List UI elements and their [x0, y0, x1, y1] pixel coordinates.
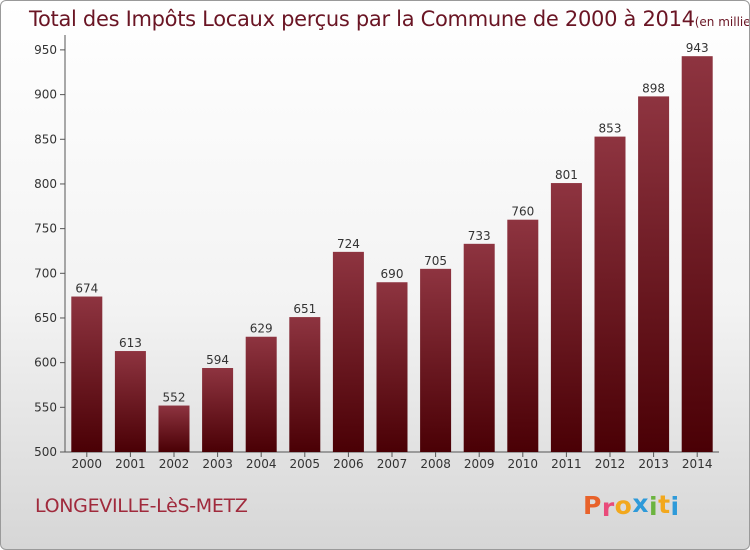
data-label-2005: 651: [293, 302, 316, 316]
chart-subtitle: (en milliers d'€): [694, 15, 750, 29]
data-label-2002: 552: [163, 391, 186, 405]
bar-2002: [158, 405, 190, 452]
chart-title: Total des Impôts Locaux perçus par la Co…: [29, 7, 750, 31]
x-tick-label: 2010: [508, 457, 539, 471]
x-tick-label: 2005: [290, 457, 321, 471]
y-tick-label: 500: [34, 445, 57, 459]
data-label-2012: 853: [599, 122, 622, 136]
data-label-2013: 898: [642, 81, 665, 95]
bar-2000: [71, 296, 103, 452]
bar-2006: [332, 251, 364, 452]
logo-letter: o: [614, 491, 633, 520]
y-tick-label: 550: [34, 400, 57, 414]
logo-letter: x: [632, 489, 649, 518]
x-tick-label: 2006: [333, 457, 364, 471]
data-label-2008: 705: [424, 254, 447, 268]
data-label-2006: 724: [337, 237, 360, 251]
bar-2013: [638, 96, 670, 452]
x-tick-label: 2009: [464, 457, 495, 471]
bar-2004: [245, 336, 277, 452]
y-tick-label: 650: [34, 311, 57, 325]
chart-title-text: Total des Impôts Locaux perçus par la Co…: [29, 7, 695, 31]
data-label-2009: 733: [468, 229, 491, 243]
y-tick-label: 800: [34, 177, 57, 191]
data-label-2001: 613: [119, 336, 142, 350]
x-tick-label: 2012: [595, 457, 626, 471]
x-tick-label: 2001: [115, 457, 146, 471]
bar-2001: [114, 351, 146, 452]
data-label-2011: 801: [555, 168, 578, 182]
x-tick-label: 2000: [72, 457, 103, 471]
bar-2014: [681, 56, 713, 453]
data-label-2007: 690: [381, 267, 404, 281]
x-tick-label: 2003: [202, 457, 233, 471]
bar-2005: [289, 317, 321, 452]
bar-2011: [550, 183, 582, 452]
y-tick-label: 600: [34, 356, 57, 370]
data-label-2000: 674: [75, 282, 98, 296]
data-label-2014: 943: [686, 41, 709, 55]
logo-letter: t: [658, 490, 671, 519]
x-tick-label: 2011: [551, 457, 582, 471]
bar-2008: [420, 268, 452, 452]
logo-letter: r: [601, 493, 615, 522]
x-tick-label: 2014: [682, 457, 713, 471]
x-tick-label: 2004: [246, 457, 277, 471]
bar-2012: [594, 136, 626, 452]
y-tick-label: 900: [34, 88, 57, 102]
y-tick-label: 750: [34, 222, 57, 236]
x-tick-label: 2002: [159, 457, 190, 471]
x-tick-label: 2007: [377, 457, 408, 471]
bar-2010: [507, 219, 539, 452]
logo-letter: i: [670, 492, 680, 521]
logo-letter: P: [583, 491, 602, 520]
data-label-2010: 760: [511, 205, 534, 219]
bar-2003: [202, 368, 234, 452]
commune-name: LONGEVILLE-LèS-METZ: [35, 495, 248, 517]
bar-2009: [463, 243, 495, 452]
logo-letter: i: [649, 492, 659, 521]
data-label-2004: 629: [250, 322, 273, 336]
y-tick-label: 950: [34, 43, 57, 57]
data-label-2003: 594: [206, 353, 229, 367]
x-tick-label: 2008: [420, 457, 451, 471]
proxiti-logo: Proxiti: [583, 489, 680, 522]
y-tick-label: 700: [34, 266, 57, 280]
y-tick-label: 850: [34, 132, 57, 146]
bar-2007: [376, 282, 408, 452]
x-tick-label: 2013: [638, 457, 669, 471]
